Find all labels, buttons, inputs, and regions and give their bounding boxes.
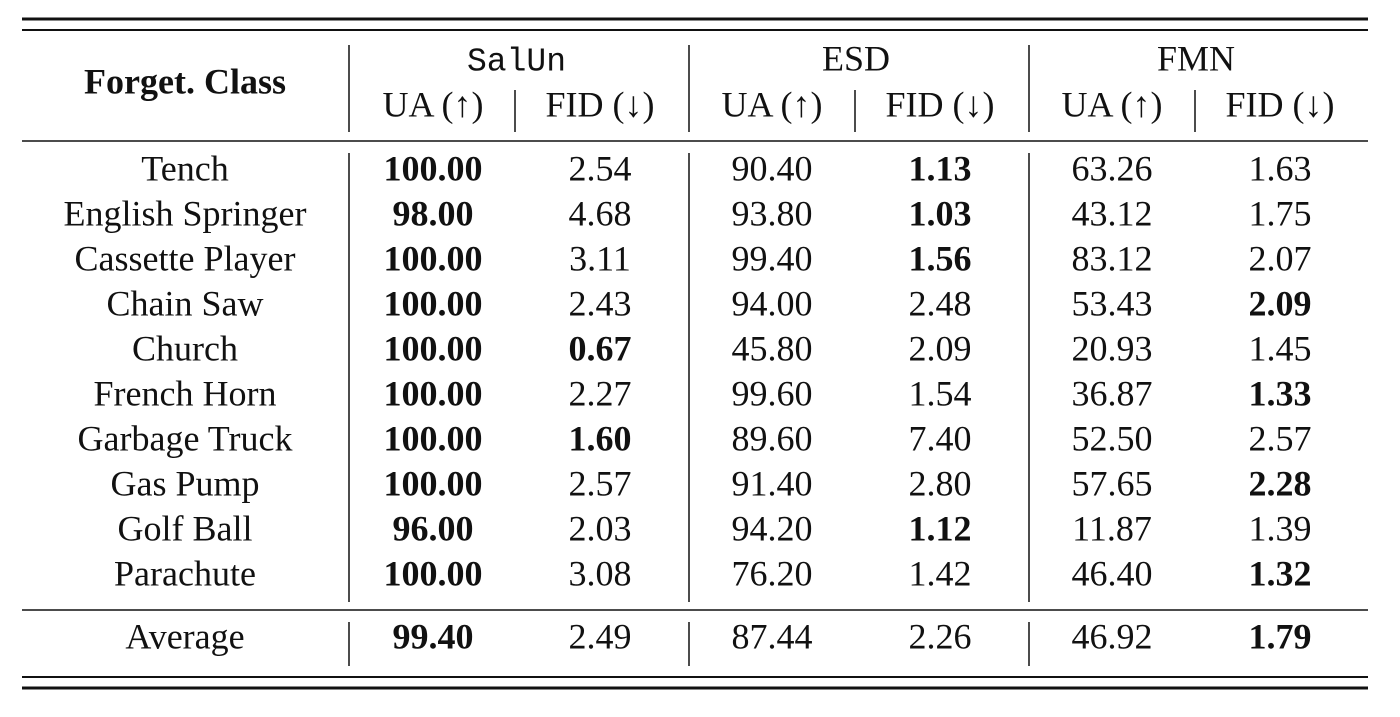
- cell: 87.44: [732, 616, 813, 656]
- cell: 53.43: [1072, 283, 1153, 323]
- cell: 2.03: [569, 508, 632, 548]
- cell: 99.40: [393, 616, 474, 656]
- cell: 1.56: [909, 238, 972, 278]
- cell: 1.33: [1249, 373, 1312, 413]
- cell: 1.60: [569, 418, 632, 458]
- cell: 1.03: [909, 193, 972, 233]
- cell: 2.57: [569, 463, 632, 503]
- cell: 2.57: [1249, 418, 1312, 458]
- cell: 98.00: [393, 193, 474, 233]
- cell: 90.40: [732, 148, 813, 188]
- row-label: Cassette Player: [75, 238, 296, 278]
- cell: 46.92: [1072, 616, 1153, 656]
- cell: 94.20: [732, 508, 813, 548]
- row-label: Chain Saw: [107, 283, 264, 323]
- cell: 89.60: [732, 418, 813, 458]
- cell: 1.75: [1249, 193, 1312, 233]
- cell: 7.40: [909, 418, 972, 458]
- cell: 1.45: [1249, 328, 1312, 368]
- cell: 1.32: [1249, 553, 1312, 593]
- cell: 96.00: [393, 508, 474, 548]
- metric-header: UA (↑): [1062, 84, 1163, 124]
- cell: 2.54: [569, 148, 632, 188]
- metric-header: UA (↑): [722, 84, 823, 124]
- cell: 99.40: [732, 238, 813, 278]
- cell: 1.63: [1249, 148, 1312, 188]
- cell: 99.60: [732, 373, 813, 413]
- cell: 1.13: [909, 148, 972, 188]
- row-label: Church: [132, 328, 238, 368]
- row-label: Golf Ball: [118, 508, 253, 548]
- cell: 3.11: [569, 238, 631, 278]
- cell: 100.00: [384, 373, 483, 413]
- metric-header: UA (↑): [383, 84, 484, 124]
- cell: 2.09: [1249, 283, 1312, 323]
- cell: 1.12: [909, 508, 972, 548]
- cell: 76.20: [732, 553, 813, 593]
- metric-header: FID (↓): [546, 84, 655, 124]
- cell: 57.65: [1072, 463, 1153, 503]
- cell: 1.42: [909, 553, 972, 593]
- cell: 63.26: [1072, 148, 1153, 188]
- row-label: French Horn: [94, 373, 277, 413]
- cell: 2.80: [909, 463, 972, 503]
- cell: 2.48: [909, 283, 972, 323]
- cell: 1.79: [1249, 616, 1312, 656]
- row-label: Tench: [141, 148, 228, 188]
- cell: 91.40: [732, 463, 813, 503]
- cell: 1.54: [909, 373, 972, 413]
- row-label: Parachute: [114, 553, 256, 593]
- cell: 100.00: [384, 418, 483, 458]
- method-header: FMN: [1157, 38, 1235, 78]
- cell: 2.26: [909, 616, 972, 656]
- cell: 0.67: [569, 328, 632, 368]
- cell: 100.00: [384, 238, 483, 278]
- cell: 3.08: [569, 553, 632, 593]
- cell: 100.00: [384, 328, 483, 368]
- cell: 2.09: [909, 328, 972, 368]
- cell: 100.00: [384, 463, 483, 503]
- cell: 52.50: [1072, 418, 1153, 458]
- cell: 100.00: [384, 553, 483, 593]
- cell: 36.87: [1072, 373, 1153, 413]
- cell: 2.07: [1249, 238, 1312, 278]
- cell: 2.49: [569, 616, 632, 656]
- cell: 93.80: [732, 193, 813, 233]
- metric-header: FID (↓): [886, 84, 995, 124]
- corner-header: Forget. Class: [84, 61, 286, 101]
- method-header: ESD: [822, 38, 890, 78]
- cell: 46.40: [1072, 553, 1153, 593]
- cell: 2.28: [1249, 463, 1312, 503]
- cell: 43.12: [1072, 193, 1153, 233]
- cell: 94.00: [732, 283, 813, 323]
- metric-header: FID (↓): [1226, 84, 1335, 124]
- method-header: SalUn: [467, 44, 566, 81]
- row-label: Gas Pump: [110, 463, 259, 503]
- cell: 11.87: [1072, 508, 1152, 548]
- cell: 20.93: [1072, 328, 1153, 368]
- cell: 100.00: [384, 283, 483, 323]
- cell: 2.27: [569, 373, 632, 413]
- cell: 2.43: [569, 283, 632, 323]
- cell: 4.68: [569, 193, 632, 233]
- row-label: Average: [125, 616, 244, 656]
- cell: 83.12: [1072, 238, 1153, 278]
- row-label: English Springer: [64, 193, 307, 233]
- cell: 45.80: [732, 328, 813, 368]
- cell: 1.39: [1249, 508, 1312, 548]
- row-label: Garbage Truck: [78, 418, 293, 458]
- cell: 100.00: [384, 148, 483, 188]
